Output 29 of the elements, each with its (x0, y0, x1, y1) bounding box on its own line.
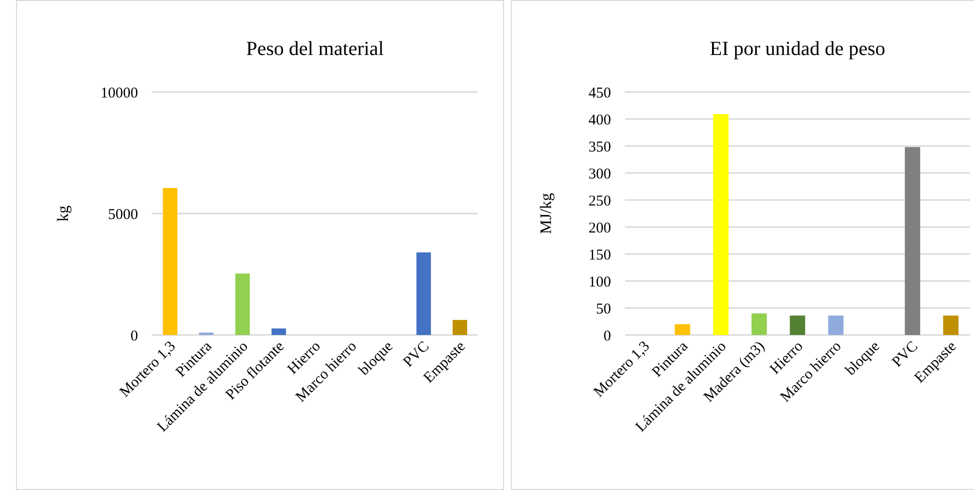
y-tick-label: 5000 (108, 206, 138, 223)
y-tick-label: 350 (588, 139, 611, 156)
y-tick-label: 250 (588, 193, 611, 210)
bar (828, 316, 844, 335)
bar (272, 328, 286, 335)
chart-title: Peso del material (246, 38, 384, 60)
y-tick-label: 150 (588, 247, 611, 264)
y-tick-label: 300 (588, 166, 611, 182)
y-tick-label: 50 (596, 301, 611, 318)
bar (904, 147, 920, 335)
y-tick-label: 0 (130, 328, 138, 344)
bar (713, 114, 728, 335)
bar (790, 316, 806, 335)
bar (416, 252, 431, 335)
y-axis-title: MJ/kg (538, 193, 555, 234)
y-axis-title: kg (55, 206, 72, 222)
bar (943, 316, 958, 335)
y-tick-label: 450 (588, 85, 611, 102)
bar (452, 320, 468, 335)
y-tick-label: 200 (588, 220, 611, 236)
bar (235, 274, 250, 335)
y-tick-label: 400 (588, 112, 611, 128)
y-tick-label: 0 (604, 328, 611, 344)
bar (674, 324, 690, 335)
bar (162, 188, 178, 335)
y-tick-label: 100 (588, 274, 611, 290)
chart-title: EI por unidad de peso (710, 38, 886, 60)
bar (752, 313, 767, 335)
y-tick-label: 10000 (100, 85, 138, 102)
